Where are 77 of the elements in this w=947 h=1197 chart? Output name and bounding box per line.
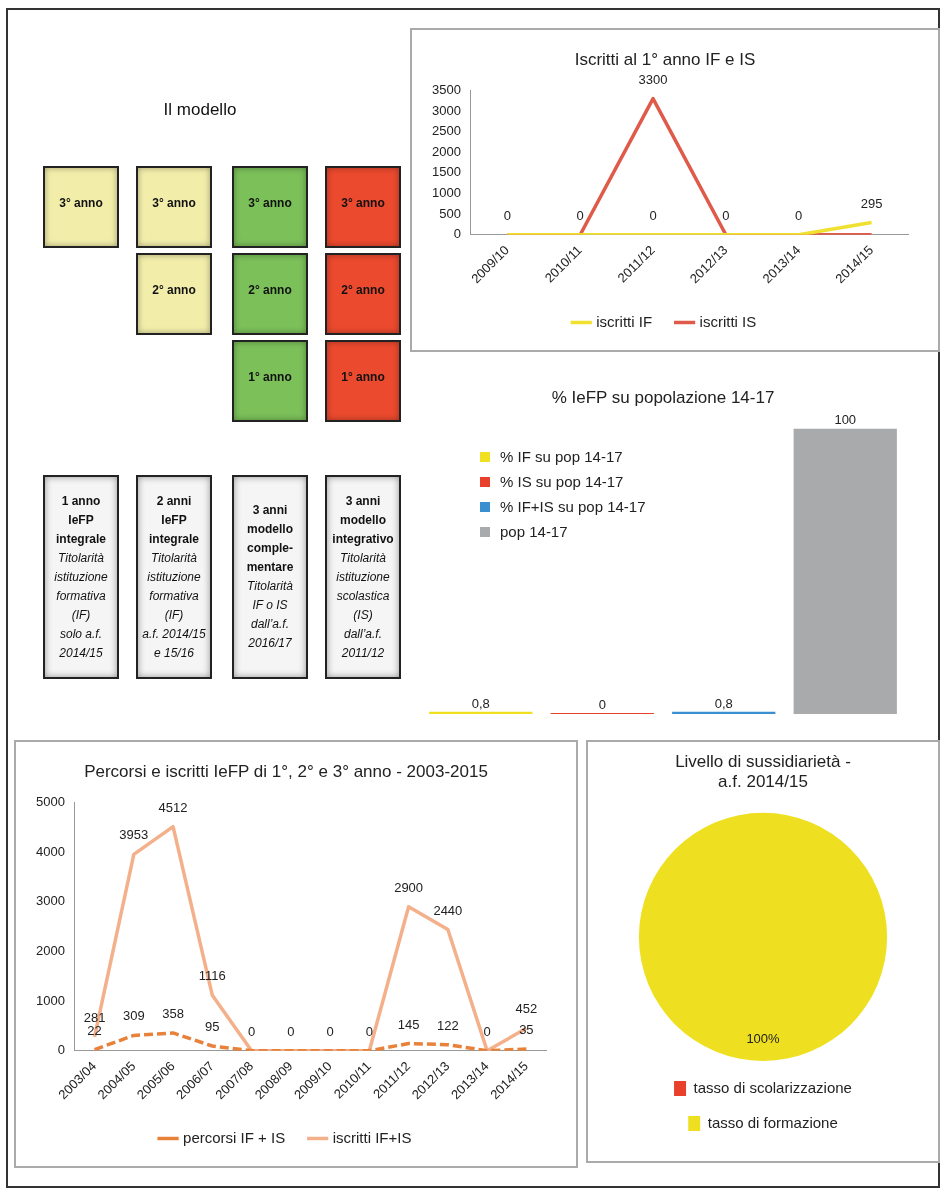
text: 3° anno — [43, 166, 119, 248]
data-label: 4512 — [158, 799, 188, 815]
data-label: 0 — [598, 697, 606, 713]
text: 1° anno — [232, 340, 308, 422]
y-tick-label: 3500 — [432, 81, 461, 97]
data-label: 145 — [397, 1016, 420, 1032]
text: 2° anno — [325, 253, 401, 335]
text: 1° anno — [325, 340, 401, 422]
data-label: 0 — [576, 207, 584, 223]
text: 3° anno — [136, 166, 212, 248]
text: 1 anno IeFP integrale — [55, 492, 107, 548]
text: 3° anno — [232, 166, 308, 248]
text: 3° anno — [325, 166, 401, 248]
legend-label: percorsi IF + IS — [183, 1128, 286, 1146]
y-tick-label: 3000 — [36, 893, 65, 909]
y-tick-label: 2000 — [432, 143, 461, 159]
text: Titolarità IF o IS dall’a.f. 2016/17 — [246, 578, 294, 652]
data-label: 295 — [860, 195, 883, 211]
data-label: 2900 — [394, 879, 424, 895]
data-label: 0 — [326, 1023, 334, 1039]
legend-label: % IF su pop 14-17 — [500, 448, 623, 465]
data-label: 0 — [503, 207, 511, 223]
data-label: 35 — [519, 1022, 534, 1038]
data-label: 0 — [247, 1023, 256, 1039]
data-label: 309 — [122, 1008, 145, 1024]
chart-title: Livello di sussidiarietà - a.f. 2014/15 — [675, 751, 851, 792]
data-label: 358 — [162, 1006, 184, 1022]
data-label: 0 — [795, 207, 803, 223]
y-tick-label: 1000 — [432, 185, 461, 201]
y-tick-label: 0 — [453, 226, 461, 242]
y-tick-label: 500 — [439, 205, 461, 221]
data-label: 3300 — [638, 71, 668, 87]
y-tick-label: 4000 — [36, 843, 65, 859]
y-tick-label: 2000 — [36, 942, 65, 958]
legend-label: iscritti IF — [596, 312, 653, 330]
legend-label: % IS su pop 14-17 — [500, 473, 624, 490]
data-label: 0 — [287, 1023, 295, 1039]
y-tick-label: 5000 — [36, 793, 65, 809]
text: Titolarità istituzione formativa (IF) a.f. 2014/15 e 15/16 — [141, 549, 207, 662]
data-label: 100 — [834, 412, 857, 428]
text: Il modello — [162, 100, 238, 120]
text: 2° anno — [136, 253, 212, 335]
data-label: 100% — [746, 1030, 781, 1046]
legend-label: tasso di scolarizzazione — [693, 1078, 852, 1096]
data-label: 0,8 — [714, 695, 733, 711]
data-label: 0 — [722, 207, 730, 223]
y-tick-label: 3000 — [432, 102, 461, 118]
legend-label: tasso di formazione — [707, 1113, 838, 1131]
y-tick-label: 2500 — [432, 123, 461, 139]
text: Titolarità istituzione formativa (IF) solo a.f. 2014/15 — [53, 549, 109, 662]
chart-title: % IeFP su popolazione 14-17 — [551, 387, 775, 407]
text: 3 anni modello comple- mentare — [245, 502, 295, 576]
data-label: 281 — [83, 1009, 106, 1025]
data-label: 95 — [205, 1019, 220, 1035]
data-label: 0 — [483, 1023, 491, 1039]
data-label: 3953 — [119, 827, 149, 843]
text: 2° anno — [232, 253, 308, 335]
annotation: 3 anni modello integrativo — [331, 492, 395, 548]
data-label: 2440 — [433, 902, 463, 918]
chart-title: Percorsi e iscritti IeFP di 1°, 2° e 3° anno - 2003-2015 — [84, 761, 488, 781]
chart-title: Iscritti al 1° anno IF e IS — [574, 49, 756, 69]
annotation: Titolarità istituzione scolastica (IS) dall’a.f. 2011/12 — [335, 549, 391, 662]
legend-label: % IF+IS su pop 14-17 — [500, 498, 646, 515]
y-tick-label: 0 — [57, 1042, 65, 1058]
data-label: 452 — [515, 1001, 538, 1017]
legend-label: iscritti IS — [699, 312, 757, 330]
legend-label: pop 14-17 — [500, 523, 568, 540]
legend-label: iscritti IF+IS — [332, 1128, 412, 1146]
y-tick-label: 1000 — [36, 992, 65, 1008]
text: 2 anni IeFP integrale — [148, 492, 200, 548]
data-label: 0 — [365, 1023, 373, 1039]
data-label: 22 — [87, 1022, 102, 1038]
data-label: 0,8 — [471, 695, 490, 711]
data-label: 122 — [437, 1017, 459, 1033]
data-label: 1116 — [198, 968, 226, 984]
y-tick-label: 1500 — [432, 164, 461, 180]
data-label: 0 — [649, 207, 657, 223]
